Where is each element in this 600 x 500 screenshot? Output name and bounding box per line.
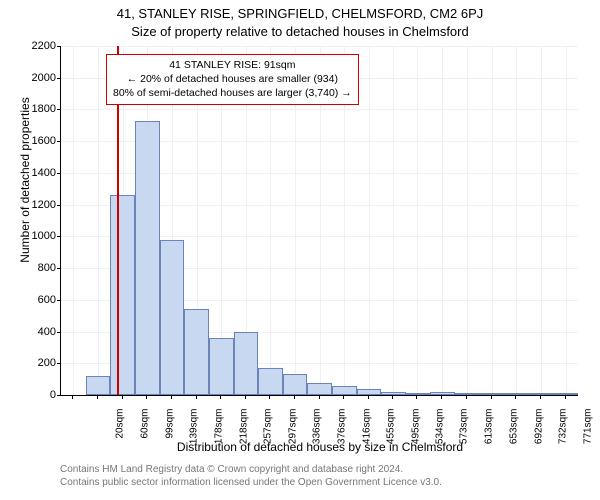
y-tick-mark [57,109,61,110]
x-axis-label: Distribution of detached houses by size … [60,440,580,454]
x-tick-mark [245,395,246,399]
histogram-bar [332,386,357,395]
histogram-bar [234,332,259,395]
gridline-v [442,46,443,395]
y-tick-mark [57,395,61,396]
histogram-bar [184,309,209,395]
histogram-bar [553,393,578,395]
annotation-line3: 80% of semi-detached houses are larger (… [113,87,352,99]
y-tick-mark [57,332,61,333]
y-tick-mark [57,46,61,47]
x-tick-mark [220,395,221,399]
annotation-box: 41 STANLEY RISE: 91sqm ← 20% of detached … [106,54,359,105]
x-tick-mark [171,395,172,399]
x-tick-mark [392,395,393,399]
footer-attribution: Contains HM Land Registry data © Crown c… [60,464,580,489]
histogram-bar [480,393,505,395]
x-tick-mark [515,395,516,399]
histogram-bar [430,392,455,395]
x-tick-mark [565,395,566,399]
x-tick-mark [491,395,492,399]
x-tick-label: 771sqm [582,409,593,453]
y-tick-label: 1400 [30,167,56,179]
y-tick-label: 1200 [30,199,56,211]
y-tick-label: 1000 [30,230,56,242]
gridline-v [541,46,542,395]
x-tick-mark [122,395,123,399]
x-tick-mark [343,395,344,399]
x-tick-mark [466,395,467,399]
histogram-bar [160,240,185,395]
histogram-bar [406,393,431,395]
histogram-bar [529,393,554,395]
y-tick-mark [57,205,61,206]
plot-area: 41 STANLEY RISE: 91sqm ← 20% of detached … [60,46,578,396]
y-tick-mark [57,300,61,301]
y-tick-label: 2000 [30,72,56,84]
annotation-line1: 41 STANLEY RISE: 91sqm [169,59,295,71]
histogram-bar [86,376,111,395]
y-tick-mark [57,363,61,364]
y-tick-mark [57,268,61,269]
chart-supertitle: 41, STANLEY RISE, SPRINGFIELD, CHELMSFOR… [0,6,600,21]
histogram-bar [283,374,308,395]
footer-line1: Contains HM Land Registry data © Crown c… [60,464,403,475]
chart-container: 41, STANLEY RISE, SPRINGFIELD, CHELMSFOR… [0,0,600,500]
x-tick-mark [146,395,147,399]
x-tick-mark [368,395,369,399]
chart-title: Size of property relative to detached ho… [0,24,600,39]
gridline-v [467,46,468,395]
x-tick-mark [269,395,270,399]
gridline-v [516,46,517,395]
y-tick-label: 800 [30,262,56,274]
histogram-bar [307,383,332,395]
y-tick-mark [57,236,61,237]
y-tick-label: 600 [30,294,56,306]
x-tick-mark [416,395,417,399]
x-tick-mark [97,395,98,399]
histogram-bar [135,121,160,395]
histogram-bar [455,393,480,395]
y-tick-label: 1600 [30,135,56,147]
histogram-bar [209,338,234,395]
gridline-v [73,46,74,395]
x-tick-mark [196,395,197,399]
gridline-v [369,46,370,395]
y-tick-label: 400 [30,326,56,338]
histogram-bar [504,393,529,395]
footer-line2: Contains public sector information licen… [60,477,442,488]
y-tick-label: 200 [30,357,56,369]
histogram-bar [110,195,135,395]
gridline-v [393,46,394,395]
x-tick-mark [294,395,295,399]
histogram-bar [381,392,406,395]
gridline-v [566,46,567,395]
x-tick-mark [72,395,73,399]
y-tick-mark [57,78,61,79]
y-tick-label: 2200 [30,40,56,52]
x-tick-mark [540,395,541,399]
x-tick-mark [441,395,442,399]
x-tick-mark [319,395,320,399]
histogram-bar [258,368,283,395]
y-tick-mark [57,173,61,174]
gridline-v [98,46,99,395]
y-tick-label: 0 [30,389,56,401]
y-tick-mark [57,141,61,142]
y-tick-label: 1800 [30,103,56,115]
gridline-v [492,46,493,395]
gridline-v [417,46,418,395]
annotation-line2: ← 20% of detached houses are smaller (93… [127,73,338,85]
